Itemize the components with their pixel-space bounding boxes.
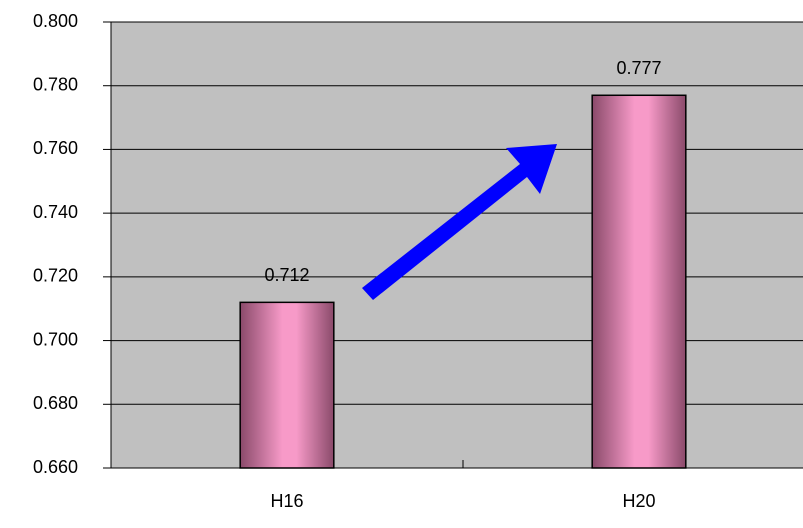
y-tick-label: 0.700 <box>33 329 78 349</box>
bar <box>239 301 335 469</box>
value-label: 0.777 <box>616 58 661 78</box>
y-tick-label: 0.760 <box>33 138 78 158</box>
y-tick-label: 0.720 <box>33 266 78 286</box>
y-tick-label: 0.680 <box>33 393 78 413</box>
y-tick-label: 0.780 <box>33 74 78 94</box>
x-tick-label: H20 <box>622 491 655 511</box>
bars <box>239 94 687 469</box>
bar <box>591 94 687 469</box>
trend-arrow <box>362 144 557 300</box>
y-tick-label: 0.660 <box>33 457 78 477</box>
y-tick-label: 0.800 <box>33 11 78 31</box>
y-tick-label: 0.740 <box>33 202 78 222</box>
plot-background <box>111 22 803 468</box>
x-tick-label: H16 <box>270 491 303 511</box>
value-label: 0.712 <box>264 265 309 285</box>
